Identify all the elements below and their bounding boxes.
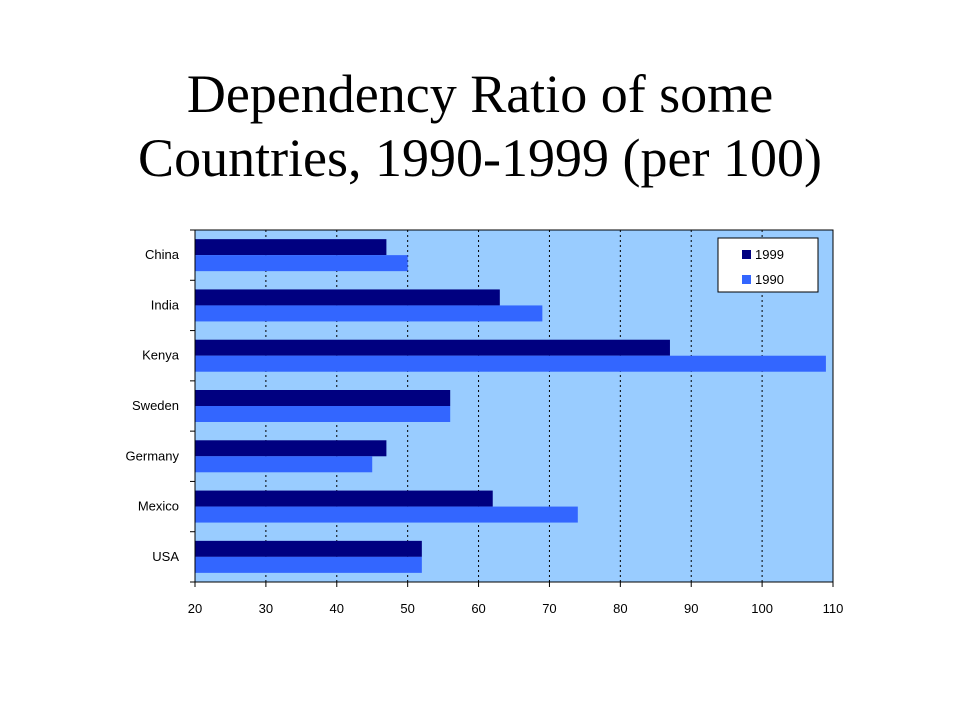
y-tick-label-sweden: Sweden bbox=[132, 398, 179, 413]
x-tick-label: 50 bbox=[400, 601, 414, 616]
x-tick-label: 90 bbox=[684, 601, 698, 616]
bar-1990-kenya bbox=[195, 355, 826, 372]
legend bbox=[717, 237, 819, 293]
bar-1999-germany bbox=[195, 440, 387, 457]
bar-1990-sweden bbox=[195, 406, 451, 422]
x-tick-label: 20 bbox=[188, 601, 202, 616]
legend-swatch-1999 bbox=[742, 250, 751, 259]
bar-1990-china bbox=[195, 255, 408, 272]
y-tick-label-kenya: Kenya bbox=[142, 348, 180, 363]
x-tick-label: 110 bbox=[823, 601, 844, 616]
x-tick-label: 80 bbox=[613, 601, 627, 616]
x-tick-label: 100 bbox=[751, 601, 773, 616]
y-tick-label-mexico: Mexico bbox=[138, 499, 179, 514]
y-tick-label-usa: USA bbox=[152, 549, 179, 564]
bar-1999-mexico bbox=[195, 490, 493, 507]
legend-swatch-1990 bbox=[742, 275, 751, 284]
chart-title: Dependency Ratio of some Countries, 1990… bbox=[0, 62, 960, 190]
x-tick-label: 40 bbox=[330, 601, 344, 616]
bar-1999-india bbox=[195, 289, 500, 306]
chart-title-line-1: Dependency Ratio of some bbox=[186, 64, 774, 124]
bar-1990-germany bbox=[195, 456, 373, 473]
chart-title-line-2: Countries, 1990-1999 (per 100) bbox=[138, 128, 822, 188]
legend-label-1990: 1990 bbox=[755, 272, 784, 287]
bar-1990-mexico bbox=[195, 506, 578, 523]
bar-1990-usa bbox=[195, 556, 422, 573]
y-tick-label-china: China bbox=[145, 247, 180, 262]
bar-1990-india bbox=[195, 305, 543, 322]
bar-1999-china bbox=[195, 239, 387, 256]
bar-1999-kenya bbox=[195, 339, 670, 356]
legend-label-1999: 1999 bbox=[755, 247, 784, 262]
bar-1999-usa bbox=[195, 540, 422, 557]
x-tick-label: 70 bbox=[542, 601, 556, 616]
y-tick-label-germany: Germany bbox=[126, 448, 180, 463]
x-tick-label: 30 bbox=[259, 601, 273, 616]
x-tick-label: 60 bbox=[471, 601, 485, 616]
y-tick-label-india: India bbox=[151, 297, 180, 312]
bar-1999-sweden bbox=[195, 390, 451, 406]
